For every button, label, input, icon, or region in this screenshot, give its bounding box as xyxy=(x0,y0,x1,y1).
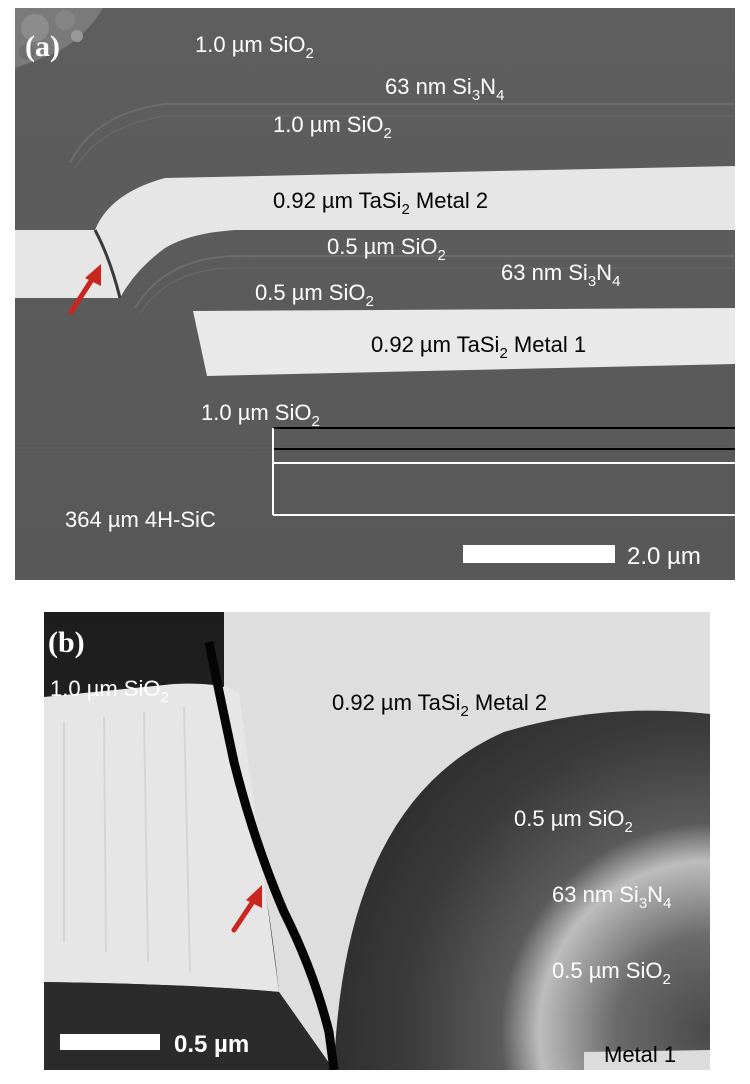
panel-a-sem-image: (a) 1.0 µm SiO2 63 nm Si3N4 1.0 µm SiO2 … xyxy=(15,8,735,580)
label-nitride-top: 63 nm Si3N4 xyxy=(385,74,504,104)
label-oxide-upper: 1.0 µm SiO2 xyxy=(273,112,392,142)
panel-a: (a) 1.0 µm SiO2 63 nm Si3N4 1.0 µm SiO2 … xyxy=(15,8,735,580)
label-oxide-mid2: 0.5 µm SiO2 xyxy=(255,280,374,310)
panel-b-tag: (b) xyxy=(48,626,85,659)
panel-a-tag: (a) xyxy=(25,30,60,63)
panel-b-sem-image: (b) 1.0 µm SiO2 0.92 µm TaSi2 Metal 2 0.… xyxy=(44,612,710,1070)
label-substrate: 364 µm 4H-SiC xyxy=(65,507,216,532)
crack-arrow-icon xyxy=(68,264,101,315)
panel-a-scale-bar xyxy=(463,545,615,563)
crack-arrow-icon xyxy=(231,885,262,933)
panel-a-scale-label: 2.0 µm xyxy=(627,543,701,570)
panel-b: (b) 1.0 µm SiO2 0.92 µm TaSi2 Metal 2 0.… xyxy=(44,612,710,1070)
label-metal-1: Metal 1 xyxy=(604,1042,676,1067)
label-metal-1: 0.92 µm TaSi2 Metal 1 xyxy=(371,332,586,362)
label-metal-2: 0.92 µm TaSi2 Metal 2 xyxy=(273,188,488,218)
panel-b-scale-bar xyxy=(60,1034,160,1050)
label-oxide-bottom: 1.0 µm SiO2 xyxy=(201,400,320,430)
label-oxide-mid2: 0.5 µm SiO2 xyxy=(552,958,671,988)
label-metal-2: 0.92 µm TaSi2 Metal 2 xyxy=(332,690,547,720)
label-oxide-top: 1.0 µm SiO2 xyxy=(195,32,314,62)
label-oxide-mid1: 0.5 µm SiO2 xyxy=(514,806,633,836)
label-nitride-mid: 63 nm Si3N4 xyxy=(501,260,620,290)
label-oxide-mid1: 0.5 µm SiO2 xyxy=(327,234,446,264)
label-oxide-top: 1.0 µm SiO2 xyxy=(50,676,169,706)
panel-b-scale-label: 0.5 µm xyxy=(174,1031,249,1058)
label-nitride-mid: 63 nm Si3N4 xyxy=(552,882,671,912)
